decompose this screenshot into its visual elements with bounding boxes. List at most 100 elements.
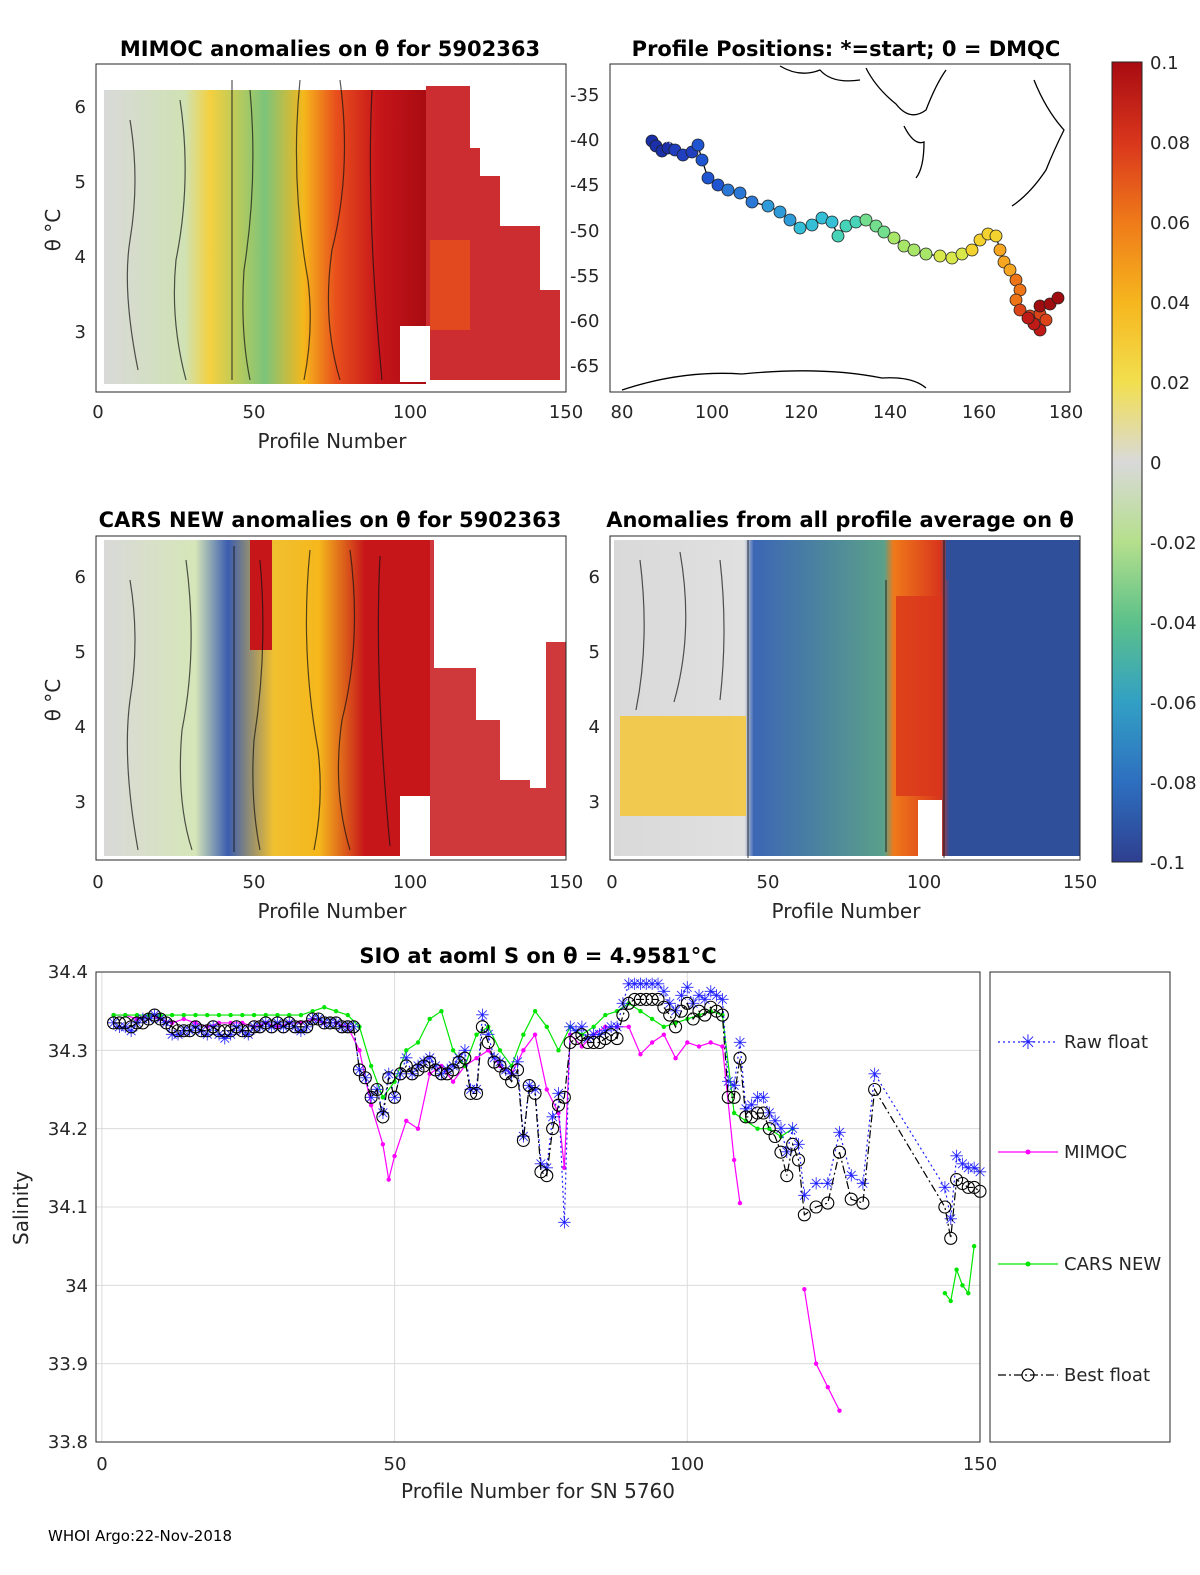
data-point bbox=[868, 1082, 882, 1097]
data-point: ✳ bbox=[645, 975, 659, 995]
allavg-xticks: 0 50 100 150 bbox=[606, 872, 1097, 893]
data-point bbox=[298, 1012, 304, 1018]
allavg-xlabel: Profile Number bbox=[772, 899, 922, 923]
allavg-contours bbox=[635, 540, 945, 858]
data-point bbox=[358, 1071, 372, 1085]
profile-position-marker bbox=[825, 215, 839, 229]
positions-xtick: 160 bbox=[962, 402, 996, 423]
mimoc-axes bbox=[95, 63, 567, 393]
salinity-xtick: 150 bbox=[963, 1454, 997, 1475]
data-point bbox=[450, 1079, 456, 1084]
data-point: ✳ bbox=[867, 1065, 881, 1085]
data-point bbox=[587, 1035, 601, 1050]
data-point bbox=[306, 1012, 320, 1026]
positions-ytick: -35 bbox=[570, 85, 599, 106]
profile-position-marker bbox=[761, 199, 775, 213]
data-point bbox=[756, 1106, 770, 1120]
data-point bbox=[948, 1298, 953, 1304]
cars-ytick: 4 bbox=[75, 717, 86, 738]
data-point: ✳ bbox=[680, 979, 694, 999]
data-point bbox=[415, 1040, 421, 1045]
data-point: ✳ bbox=[276, 1018, 290, 1038]
data-point: ✳ bbox=[967, 1159, 981, 1179]
mimoc-yticks: 3 4 5 6 bbox=[75, 97, 86, 343]
allavg-ytick: 4 bbox=[589, 717, 600, 738]
data-point bbox=[368, 1063, 374, 1069]
profile-position-marker bbox=[793, 221, 807, 235]
cars-gap bbox=[400, 796, 430, 858]
data-point: ✳ bbox=[955, 1155, 969, 1175]
allavg-yticks: 3 4 5 6 bbox=[589, 567, 600, 813]
colorbar-ticks: 0.1 0.08 0.06 0.04 0.02 0 -0.02 -0.04 -0… bbox=[1150, 53, 1197, 874]
profile-position-marker bbox=[783, 213, 797, 227]
data-point bbox=[661, 1024, 667, 1030]
data-point bbox=[194, 1024, 208, 1038]
data-point: ✳ bbox=[692, 987, 706, 1007]
cars-warm-region bbox=[430, 540, 566, 856]
cars-xticks: 0 50 100 150 bbox=[92, 872, 583, 893]
data-point bbox=[544, 1087, 549, 1092]
data-point: ✳ bbox=[622, 975, 636, 995]
allavg-panel: Anomalies from all profile average on θ … bbox=[589, 508, 1098, 923]
positions-xtick: 140 bbox=[873, 402, 907, 423]
data-point: ✳ bbox=[224, 1026, 238, 1046]
positions-ytick: -65 bbox=[570, 356, 599, 377]
cars-panel: CARS NEW anomalies on θ for 5902363 0 50… bbox=[41, 508, 583, 923]
salinity-ytick: 33.8 bbox=[48, 1432, 88, 1453]
data-point bbox=[286, 1012, 292, 1018]
data-point bbox=[720, 1044, 725, 1049]
salinity-ytick: 34 bbox=[65, 1276, 88, 1297]
salinity-ytick: 34.3 bbox=[48, 1041, 88, 1062]
data-point: ✳ bbox=[944, 1210, 958, 1230]
cars-axes bbox=[95, 535, 567, 861]
data-point bbox=[112, 1016, 126, 1030]
colorbar-tick: 0.06 bbox=[1150, 213, 1190, 234]
colorbar-tick: -0.1 bbox=[1150, 853, 1185, 874]
data-point bbox=[368, 1102, 374, 1108]
data-point bbox=[427, 1016, 432, 1022]
data-point bbox=[610, 1032, 624, 1046]
legend-entry-mimoc: MIMOC bbox=[998, 1142, 1127, 1163]
data-point bbox=[971, 1243, 977, 1249]
data-point bbox=[786, 1137, 800, 1151]
data-point: ✳ bbox=[657, 983, 671, 1003]
data-point: ✳ bbox=[715, 990, 729, 1010]
data-point bbox=[755, 1126, 760, 1131]
profile-position-marker bbox=[919, 247, 933, 261]
profile-position-marker bbox=[965, 243, 979, 257]
data-point bbox=[638, 1052, 643, 1057]
footer-credit: WHOI Argo:22-Nov-2018 bbox=[48, 1527, 232, 1545]
data-point bbox=[938, 1200, 952, 1214]
data-point: ✳ bbox=[586, 1026, 600, 1046]
data-point bbox=[663, 1008, 677, 1022]
data-point bbox=[680, 996, 694, 1010]
coastlines bbox=[621, 65, 1065, 391]
data-point bbox=[661, 1032, 667, 1037]
data-point: ✳ bbox=[171, 1026, 185, 1046]
data-point bbox=[458, 1051, 472, 1065]
legend-circle-icon bbox=[1021, 1368, 1035, 1382]
profile-position-marker bbox=[887, 231, 901, 245]
data-point: ✳ bbox=[399, 1049, 413, 1069]
data-point bbox=[837, 1408, 842, 1413]
data-point bbox=[382, 1071, 396, 1085]
cars-contours bbox=[126, 546, 391, 852]
data-point bbox=[510, 1063, 525, 1077]
profile-position-marker bbox=[773, 205, 787, 219]
data-point: ✳ bbox=[721, 1073, 735, 1093]
data-point: ✳ bbox=[821, 1175, 835, 1195]
data-point bbox=[434, 1067, 448, 1081]
mimoc-anomaly-field bbox=[104, 90, 426, 384]
data-point bbox=[275, 1012, 280, 1018]
data-point bbox=[251, 1012, 257, 1018]
data-point bbox=[813, 1361, 819, 1366]
data-point: ✳ bbox=[528, 1081, 542, 1101]
profile-position-points: ✳ bbox=[645, 132, 1065, 337]
data-point bbox=[603, 1024, 608, 1030]
colorbar-tick: -0.08 bbox=[1150, 773, 1197, 794]
data-point bbox=[528, 1086, 542, 1100]
data-point bbox=[960, 1283, 965, 1288]
data-point bbox=[333, 1008, 339, 1014]
positions-ytick: -50 bbox=[570, 221, 599, 242]
data-point bbox=[469, 1086, 484, 1100]
